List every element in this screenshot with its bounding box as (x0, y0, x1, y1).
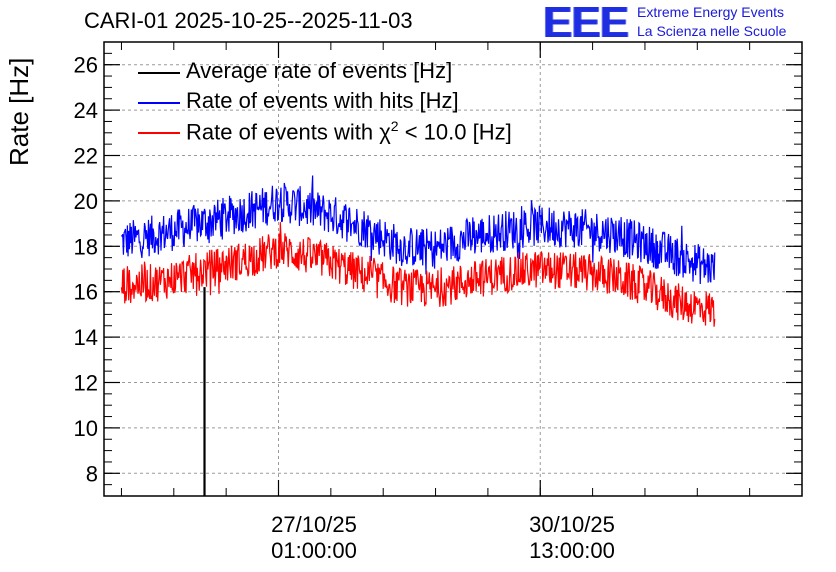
legend-chi2-symbol: χ (379, 119, 391, 145)
y-tick-label-0: 8 (86, 461, 98, 486)
legend-label-hits: Rate of events with hits [Hz] (186, 88, 459, 113)
x-tick-label-1: 30/10/25 13:00:00 (497, 512, 647, 564)
legend-swatch-average (138, 72, 180, 74)
logo-caption-line1: Extreme Energy Events (637, 4, 785, 20)
x-tick-label-0-time: 01:00:00 (271, 538, 357, 563)
y-tick-label-7: 22 (74, 144, 98, 169)
series-line-chi2 (120, 222, 716, 327)
y-tick-label-5: 18 (74, 234, 98, 259)
series-line-hits (120, 175, 716, 285)
series-group (120, 175, 716, 496)
legend-chi2-sup: 2 (390, 118, 399, 134)
grid-lines (104, 42, 802, 496)
y-tick-label-4: 16 (74, 280, 98, 305)
logo-caption-line2: La Scienza nelle Scuole (637, 23, 787, 39)
y-tick-label-3: 14 (74, 325, 98, 350)
x-tick-label-1-date: 30/10/25 (529, 512, 615, 537)
y-tick-label-8: 24 (74, 98, 98, 123)
y-tick-label-2: 12 (74, 371, 98, 396)
y-tick-label-6: 20 (74, 189, 98, 214)
y-tick-label-9: 26 (74, 53, 98, 78)
chart-title: CARI-01 2025-10-25--2025-11-03 (84, 8, 413, 33)
legend-chi2-prefix: Rate of events with (186, 119, 380, 145)
y-axis-label: Rate [Hz] (4, 57, 34, 166)
legend-label-average: Average rate of events [Hz] (186, 58, 453, 83)
legend-swatch-hits (138, 102, 180, 104)
eee-logo: EEE (543, 0, 629, 47)
legend-chi2-suffix: < 10.0 [Hz] (398, 119, 512, 145)
y-tick-label-1: 10 (74, 416, 98, 441)
legend-swatch-chi2 (138, 132, 180, 134)
logo-caption: Extreme Energy Events La Scienza nelle S… (637, 3, 786, 41)
x-tick-label-0-date: 27/10/25 (271, 512, 357, 537)
x-tick-label-0: 27/10/25 01:00:00 (239, 512, 389, 564)
x-tick-label-1-time: 13:00:00 (529, 538, 615, 563)
axis-ticks: 8 10 12 14 16 18 20 22 24 26 (74, 41, 802, 497)
legend-label-chi2: Rate of events with χ2 < 10.0 [Hz] (186, 118, 512, 145)
